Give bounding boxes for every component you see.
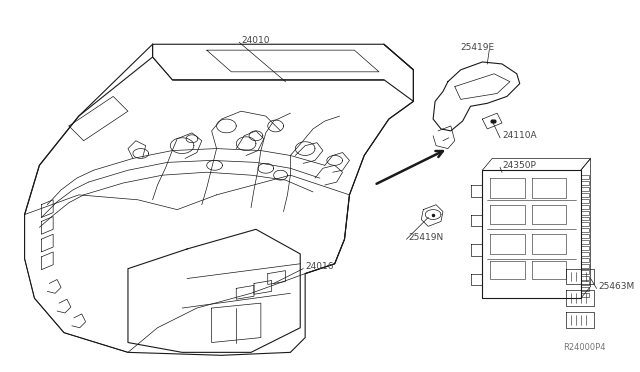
Text: 24110A: 24110A xyxy=(502,131,537,140)
Text: 25419E: 25419E xyxy=(461,43,495,52)
Text: R24000P4: R24000P4 xyxy=(563,343,605,352)
Text: 25463M: 25463M xyxy=(598,282,635,291)
Text: 24010: 24010 xyxy=(241,36,269,45)
Text: 24016: 24016 xyxy=(305,262,333,271)
Text: 25419N: 25419N xyxy=(408,233,444,242)
Text: 24350P: 24350P xyxy=(502,161,536,170)
